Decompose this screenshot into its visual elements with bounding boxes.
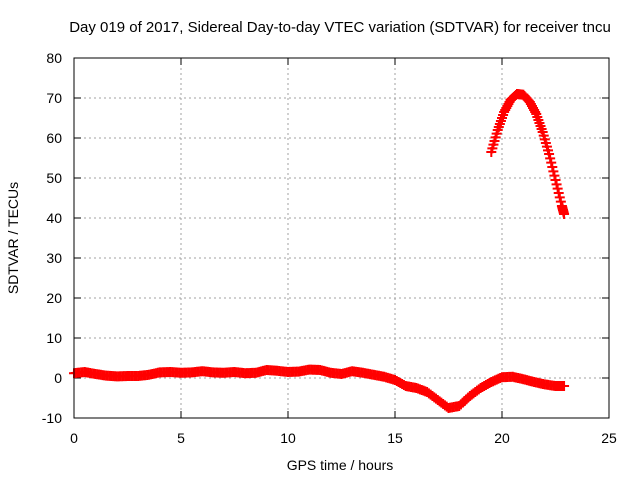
x-tick-label: 5 xyxy=(177,430,185,446)
y-tick-label: -10 xyxy=(42,410,62,426)
data-point xyxy=(559,209,570,219)
data-point-interp xyxy=(530,107,541,117)
series-1 xyxy=(486,89,570,219)
x-tick-label: 15 xyxy=(387,430,403,446)
data-point-interp xyxy=(545,153,556,164)
y-tick-label: 40 xyxy=(46,210,62,226)
y-tick-label: 50 xyxy=(46,170,62,186)
data-point-interp xyxy=(554,192,565,203)
x-tick-label: 25 xyxy=(601,430,617,446)
series-0 xyxy=(69,364,570,413)
x-axis-label: GPS time / hours xyxy=(287,457,394,473)
y-tick-label: 10 xyxy=(46,330,62,346)
tick-labels: 0 5 10 15 20 25 -10 0 10 20 30 40 50 60 70 80 xyxy=(42,50,617,446)
y-tick-label: 0 xyxy=(54,370,62,386)
y-tick-label: 60 xyxy=(46,130,62,146)
y-tick-label: 30 xyxy=(46,250,62,266)
chart-title: Day 019 of 2017, Sidereal Day-to-day VTE… xyxy=(69,19,611,36)
data-point-interp xyxy=(551,179,562,190)
y-tick-label: 20 xyxy=(46,290,62,306)
data-point-interp xyxy=(548,166,559,177)
grid-lines xyxy=(73,57,610,419)
y-tick-label: 70 xyxy=(46,90,62,106)
y-tick-label: 80 xyxy=(46,50,62,66)
data-point xyxy=(559,381,570,391)
x-tick-label: 0 xyxy=(70,430,78,446)
x-tick-label: 10 xyxy=(280,430,296,446)
plot-frame xyxy=(73,57,610,419)
x-tick-label: 20 xyxy=(494,430,510,446)
y-axis-label: SDTVAR / TECUs xyxy=(5,182,21,294)
data-points xyxy=(69,89,570,413)
